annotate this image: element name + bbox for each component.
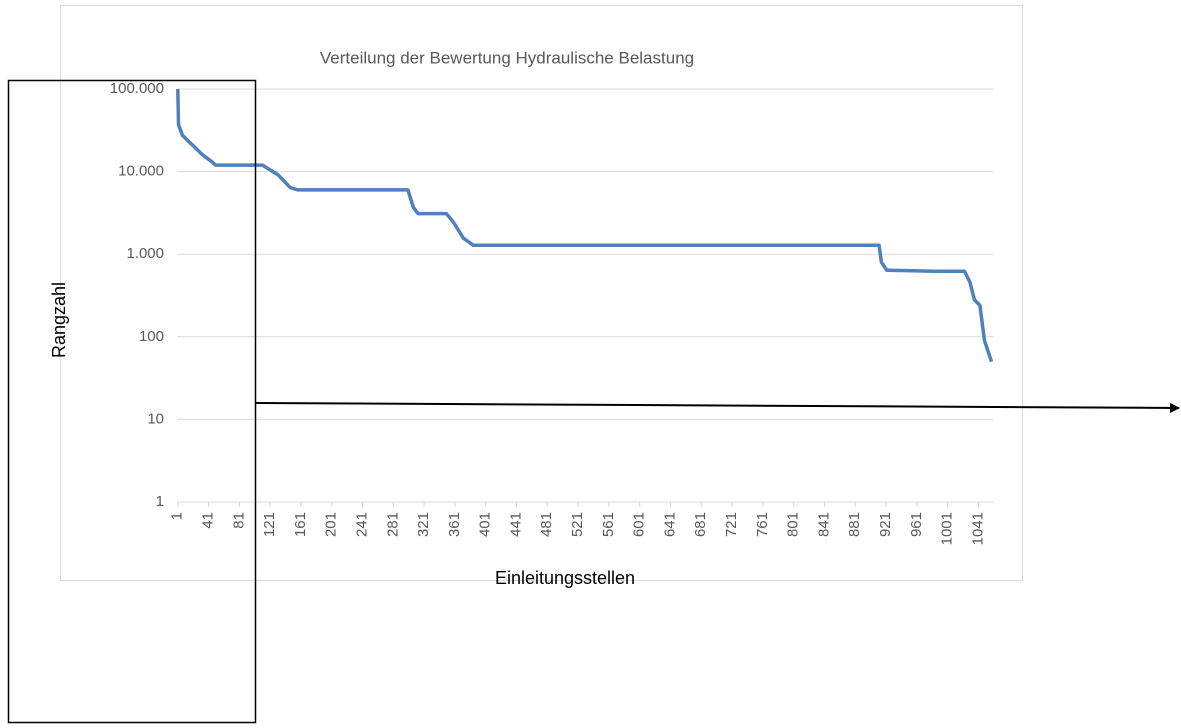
chart-frame bbox=[60, 5, 1023, 581]
x-tick-label: 161 bbox=[292, 512, 309, 537]
x-tick-label: 81 bbox=[230, 512, 247, 529]
plot-area: 1 10 100 1.000 10.000 100.000 1 41 81 121 161 201 24… bbox=[110, 80, 994, 545]
x-tick-label: 681 bbox=[692, 512, 709, 537]
x-tick-label: 1001 bbox=[939, 512, 956, 545]
y-axis-label: Rangzahl bbox=[49, 282, 69, 358]
x-tick-label: 761 bbox=[754, 512, 771, 537]
x-tick-label: 281 bbox=[384, 512, 401, 537]
x-tick-label: 641 bbox=[661, 512, 678, 537]
y-tick-label: 10 bbox=[147, 410, 164, 427]
x-tick-label: 841 bbox=[815, 512, 832, 537]
x-tick-label: 921 bbox=[877, 512, 894, 537]
x-tick-label: 121 bbox=[261, 512, 278, 537]
x-tick-label: 561 bbox=[600, 512, 617, 537]
x-tick-label: 441 bbox=[507, 512, 524, 537]
x-tick-label: 801 bbox=[785, 512, 802, 537]
x-tick-label: 721 bbox=[723, 512, 740, 537]
highlight-box bbox=[7, 79, 257, 724]
x-tick-label: 961 bbox=[908, 512, 925, 537]
y-tick-label: 1.000 bbox=[126, 245, 164, 262]
x-tick-label: 321 bbox=[415, 512, 432, 537]
x-tick-label: 41 bbox=[200, 512, 217, 529]
x-tick-label: 241 bbox=[353, 512, 370, 537]
x-tick-label: 1041 bbox=[969, 512, 986, 545]
x-tick-label: 201 bbox=[323, 512, 340, 537]
chart-title: Verteilung der Bewertung Hydraulische Be… bbox=[320, 48, 694, 67]
x-tick-label: 881 bbox=[846, 512, 863, 537]
y-tick-label: 100 bbox=[139, 328, 164, 345]
data-line bbox=[176, 88, 994, 363]
y-tick-label: 10.000 bbox=[118, 163, 164, 180]
x-tick-label: 601 bbox=[631, 512, 648, 537]
x-tick-label: 481 bbox=[538, 512, 555, 537]
arrow bbox=[254, 402, 1180, 413]
x-tick-label: 401 bbox=[477, 512, 494, 537]
x-axis-label: Einleitungsstellen bbox=[495, 568, 635, 588]
x-tick-label: 361 bbox=[446, 512, 463, 537]
x-tick-label: 1 bbox=[169, 512, 186, 520]
x-tick-label: 521 bbox=[569, 512, 586, 537]
y-tick-label: 100.000 bbox=[110, 80, 164, 97]
y-tick-label: 1 bbox=[156, 493, 164, 510]
